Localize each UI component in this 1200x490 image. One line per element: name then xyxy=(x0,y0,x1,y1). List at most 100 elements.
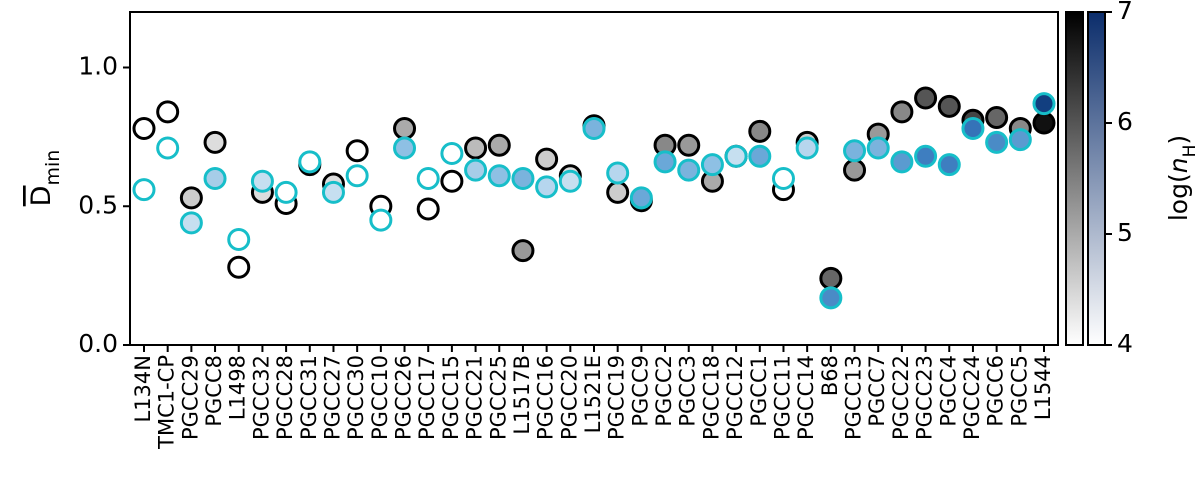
data-point xyxy=(748,119,772,143)
x-tick-label: PGCC29 xyxy=(178,355,202,440)
colorbar xyxy=(1087,11,1106,346)
x-tick-label: PGCC5 xyxy=(1007,355,1031,427)
x-tick-label: PGCC4 xyxy=(936,355,960,427)
data-point xyxy=(819,286,843,310)
data-point xyxy=(677,158,701,182)
x-tick-label: PGCC14 xyxy=(794,355,818,440)
x-tick-label: PGCC27 xyxy=(320,355,344,440)
y-axis-label: Dmin xyxy=(26,150,64,207)
x-tick-label: PGCC13 xyxy=(842,355,866,440)
x-tick-label: B68 xyxy=(818,355,842,396)
cbar-label-sub: H xyxy=(1180,145,1200,158)
data-point xyxy=(179,186,203,210)
data-point xyxy=(1032,111,1056,135)
data-point xyxy=(132,117,156,141)
data-point xyxy=(558,169,582,193)
x-tick-label: L1517B xyxy=(510,355,534,435)
data-point xyxy=(416,197,440,221)
y-tick-label: 1.0 xyxy=(78,52,118,81)
x-tick-label: L1498 xyxy=(226,355,250,420)
colorbar-label: log(nH) xyxy=(1164,135,1200,221)
data-point xyxy=(606,161,630,185)
colorbar-tick-label: 6 xyxy=(1117,107,1133,136)
data-point xyxy=(227,255,251,279)
x-tick-label: PGCC26 xyxy=(392,355,416,440)
x-tick-label: PGCC3 xyxy=(676,355,700,427)
x-tick-label: PGCC17 xyxy=(415,355,439,440)
data-point xyxy=(250,169,274,193)
x-tick-label: PGCC2 xyxy=(652,355,676,427)
data-point xyxy=(771,167,795,190)
data-point xyxy=(393,136,417,160)
x-tick-label: PGCC1 xyxy=(747,355,771,427)
colorbar-tick-label: 5 xyxy=(1117,218,1133,247)
x-tick-label: L1544 xyxy=(1031,355,1055,420)
x-tick-label: PGCC12 xyxy=(723,355,747,440)
data-point xyxy=(345,164,369,188)
colorbar xyxy=(1065,11,1084,346)
data-point xyxy=(890,100,914,124)
data-point xyxy=(914,86,938,110)
y-label-main: D xyxy=(26,186,57,207)
data-point xyxy=(606,180,630,204)
data-point xyxy=(795,136,819,160)
data-point xyxy=(369,208,393,232)
data-point xyxy=(653,150,677,174)
data-point xyxy=(724,144,748,168)
data-point xyxy=(843,139,867,163)
data-point xyxy=(629,186,653,210)
data-point xyxy=(937,153,961,177)
cbar-label-var: n xyxy=(1164,157,1193,173)
data-point xyxy=(985,105,1009,129)
data-point xyxy=(914,144,938,168)
x-tick-label: PGCC31 xyxy=(297,355,321,440)
data-point xyxy=(179,211,203,235)
data-point xyxy=(700,153,724,177)
x-tick-label: PGCC23 xyxy=(913,355,937,440)
data-point xyxy=(321,180,345,204)
y-tick-label: 0.0 xyxy=(78,329,118,358)
x-tick-label: PGCC18 xyxy=(699,355,723,440)
data-point xyxy=(1032,92,1056,116)
x-tick-label: PGCC11 xyxy=(770,355,794,440)
data-point xyxy=(961,117,985,141)
plot-frame xyxy=(129,11,1059,346)
data-point xyxy=(227,228,251,252)
x-tick-label: PGCC6 xyxy=(984,355,1008,427)
data-point xyxy=(464,158,488,182)
data-point xyxy=(156,136,180,160)
data-point xyxy=(440,142,464,166)
data-point xyxy=(937,94,961,118)
data-point xyxy=(866,136,890,160)
data-point xyxy=(535,175,559,199)
data-point xyxy=(843,158,867,182)
x-tick-label: PGCC19 xyxy=(605,355,629,440)
data-point xyxy=(132,178,156,202)
x-tick-label: PGCC24 xyxy=(960,355,984,440)
x-tick-label: PGCC30 xyxy=(344,355,368,440)
y-tick-label: 0.5 xyxy=(78,190,118,219)
x-tick-label: PGCC32 xyxy=(249,355,273,440)
x-tick-label: PGCC15 xyxy=(439,355,463,440)
x-tick-label: L134N xyxy=(131,355,155,423)
x-tick-label: PGCC22 xyxy=(889,355,913,440)
x-tick-label: PGCC20 xyxy=(557,355,581,440)
x-tick-label: L1521E xyxy=(581,355,605,433)
cbar-label-pre: log( xyxy=(1164,173,1193,221)
data-point xyxy=(416,167,440,190)
data-point xyxy=(511,167,535,190)
data-point xyxy=(535,147,559,171)
data-point xyxy=(890,150,914,174)
data-point xyxy=(203,167,227,190)
colorbar-tick-label: 7 xyxy=(1117,0,1133,25)
x-tick-label: PGCC21 xyxy=(463,355,487,440)
x-tick-label: PGCC10 xyxy=(368,355,392,440)
data-point xyxy=(156,100,180,124)
data-point xyxy=(677,133,701,157)
x-tick-label: PGCC28 xyxy=(273,355,297,440)
x-tick-label: TMC1-CP xyxy=(155,355,179,450)
x-tick-label: PGCC8 xyxy=(202,355,226,427)
data-point xyxy=(440,169,464,193)
data-point xyxy=(487,133,511,157)
